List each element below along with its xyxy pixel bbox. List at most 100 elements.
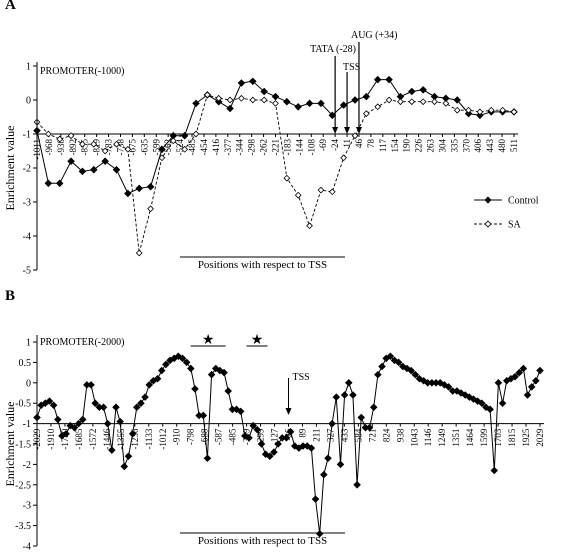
x-tick-label: 78 [366, 139, 376, 149]
x-tick-label: 721 [367, 429, 377, 443]
data-point-sa [442, 100, 450, 107]
x-tick-label: -454 [199, 139, 209, 156]
data-point-control [336, 460, 345, 469]
x-axis-label: Positions with respect to TSS [198, 259, 327, 271]
data-point-control [174, 352, 183, 361]
x-tick-label: 1925 [521, 428, 531, 447]
arrow-head [344, 127, 351, 134]
y-tick-label: -2 [23, 460, 31, 471]
legend-marker [484, 220, 492, 228]
data-point-sa [465, 106, 472, 114]
data-point-sa [79, 140, 86, 148]
data-point-control [515, 368, 523, 377]
arrow-head [285, 408, 292, 415]
y-axis-label: Enrichment value [3, 126, 17, 211]
data-point-control [124, 189, 132, 198]
data-point-sa [113, 140, 120, 148]
data-point-control [128, 430, 137, 438]
annotation-label: AUG (+34) [351, 30, 397, 41]
data-point-control [523, 391, 532, 399]
data-point-control [324, 454, 332, 463]
x-tick-label: -798 [186, 428, 196, 445]
data-point-control [386, 352, 395, 361]
data-point-control [135, 184, 143, 193]
data-point-control [120, 462, 129, 471]
data-point-sa [499, 106, 507, 114]
x-tick-label: -635 [139, 139, 149, 156]
y-tick-label: -2 [23, 164, 31, 175]
x-tick-label: -344 [235, 139, 245, 156]
data-point-control [257, 440, 266, 448]
data-point-control [62, 430, 70, 438]
panel-label: B [5, 288, 15, 304]
data-point-control [478, 399, 486, 407]
y-tick-label: -2.5 [15, 480, 31, 491]
data-point-control [266, 452, 274, 461]
data-point-control [103, 419, 112, 428]
data-point-control [207, 370, 216, 379]
x-tick-label: 46 [354, 139, 364, 149]
x-tick-label: 433 [339, 428, 349, 442]
data-point-sa [476, 108, 484, 116]
data-point-control [498, 399, 507, 407]
data-point-sa [453, 106, 461, 114]
data-point-sa [283, 174, 291, 182]
x-tick-label: -1236 [130, 428, 140, 449]
data-point-control [357, 413, 366, 422]
data-point-control [91, 399, 99, 407]
data-point-control [187, 364, 195, 373]
y-tick-label: 1 [26, 62, 31, 73]
data-point-sa [408, 98, 416, 106]
y-tick-label: -4 [23, 542, 31, 553]
data-point-control [67, 157, 75, 165]
data-point-control [78, 167, 87, 176]
x-tick-label: -587 [214, 428, 224, 445]
x-tick-label: -1446 [102, 428, 112, 449]
x-tick-label: -1790 [60, 428, 70, 449]
x-tick-label: -855 [80, 139, 90, 156]
data-point-control [245, 434, 253, 442]
x-tick-label: 1464 [465, 428, 475, 447]
data-point-control [162, 360, 170, 369]
x-tick-label: -524 [175, 139, 185, 156]
data-point-sa [272, 100, 279, 107]
data-point-control [141, 393, 149, 401]
data-point-control [332, 393, 341, 401]
x-tick-label: 2029 [535, 428, 545, 447]
data-point-sa [294, 191, 302, 199]
y-tick-label: -3 [23, 198, 31, 209]
data-point-sa [385, 96, 393, 104]
x-tick-label: -599 [151, 139, 161, 156]
data-point-control [286, 427, 295, 436]
data-point-sa [351, 132, 359, 140]
data-point-control [99, 403, 108, 412]
series-line-sa [36, 94, 515, 254]
arrow-head [332, 127, 339, 134]
data-point-control [465, 393, 474, 401]
data-point-control [311, 495, 320, 503]
data-point-sa [158, 154, 166, 162]
y-tick-label: -3 [23, 501, 31, 512]
x-tick-label: -144 [294, 139, 304, 156]
x-tick-label: -298 [247, 139, 257, 156]
data-point-control [369, 403, 378, 412]
y-tick-label: 0 [26, 378, 31, 389]
y-axis-label: Enrichment value [3, 402, 17, 487]
data-point-control [153, 374, 162, 383]
data-point-control [236, 407, 245, 416]
data-point-control [146, 182, 155, 191]
x-axis-label: Positions with respect to TSS [198, 535, 327, 547]
x-tick-label: 1146 [423, 428, 433, 446]
data-point-sa [487, 106, 495, 114]
data-point-control [532, 376, 540, 385]
data-point-sa [56, 135, 64, 143]
data-point-control [486, 405, 494, 414]
data-point-sa [238, 94, 245, 102]
x-tick-label: -675 [127, 139, 137, 156]
data-point-control [408, 87, 416, 96]
x-tick-label: 1599 [479, 428, 489, 447]
x-tick-label: -127 [270, 428, 280, 445]
x-tick-label: 304 [437, 139, 447, 153]
data-point-control [237, 79, 246, 87]
annotation-label: TSS [343, 62, 360, 73]
